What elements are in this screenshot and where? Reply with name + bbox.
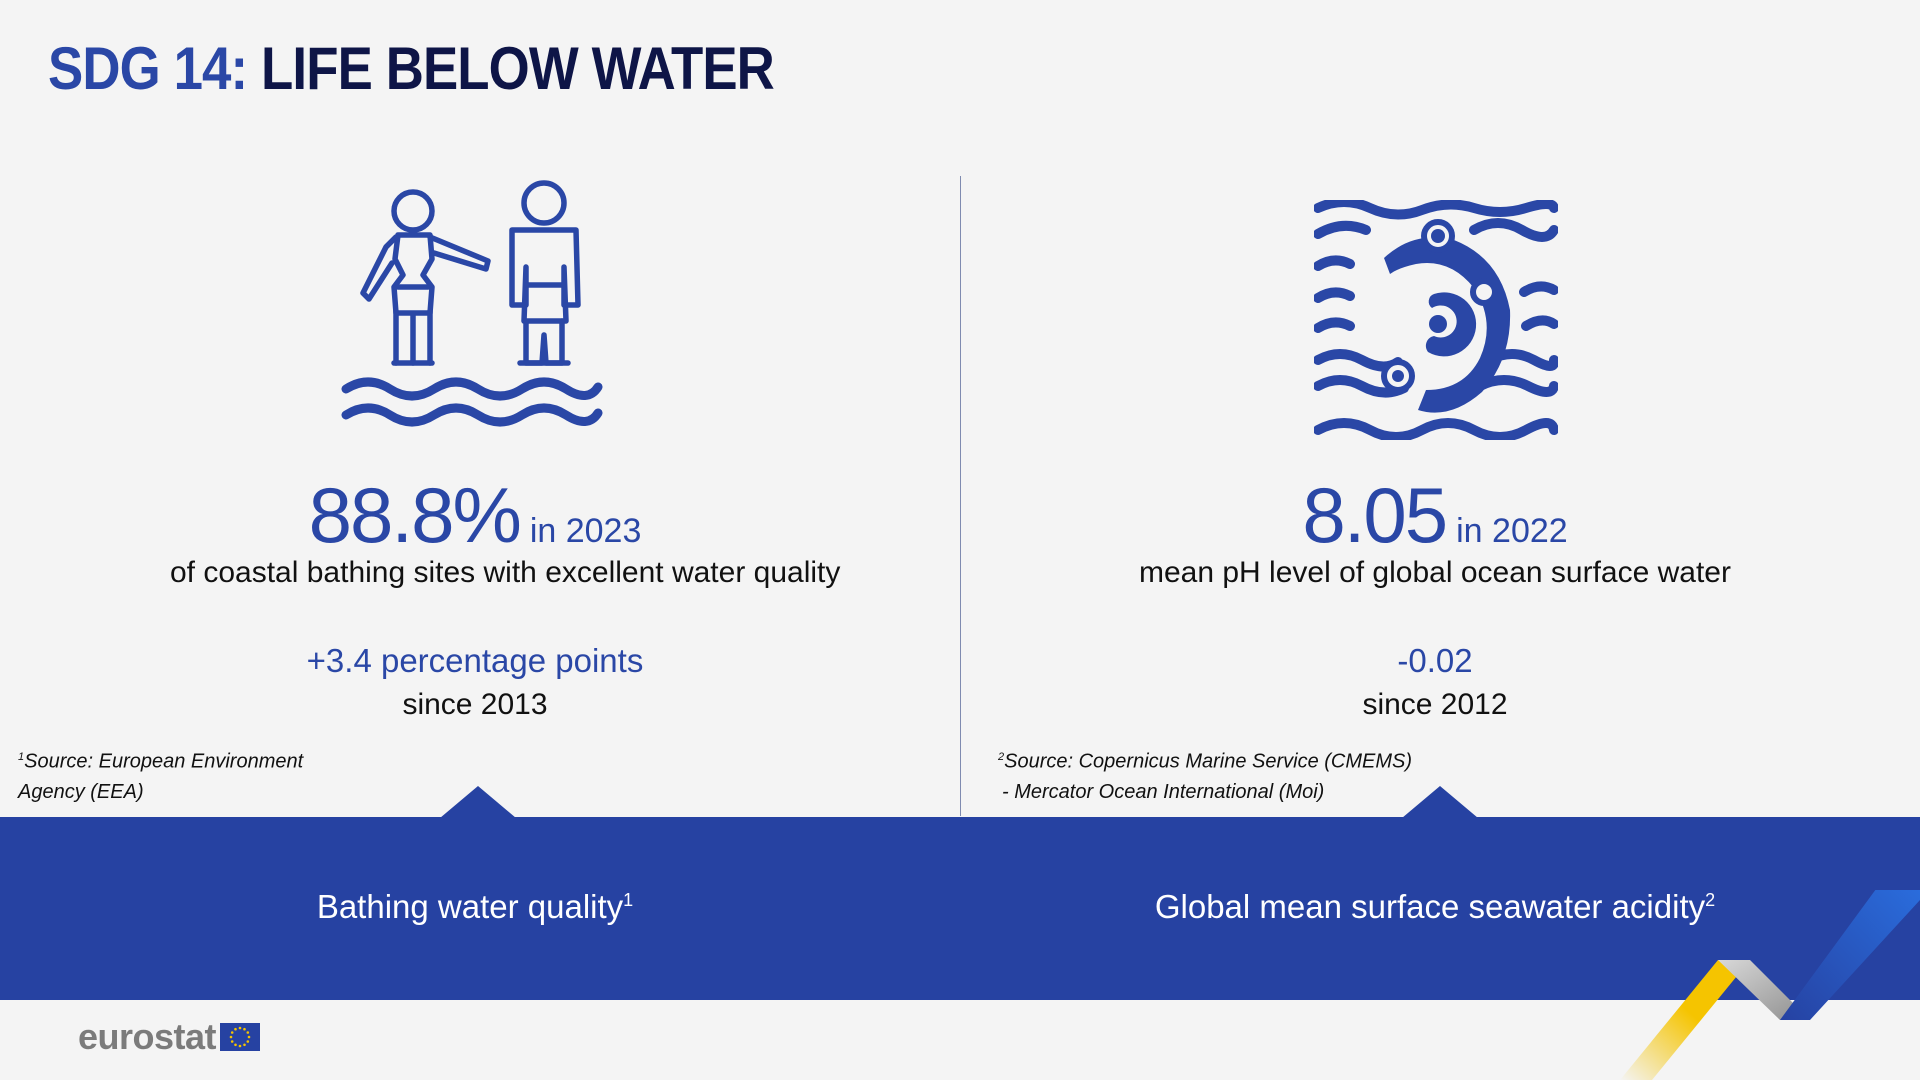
band-label-bathing: Bathing water quality1 [170, 888, 780, 926]
band-label-text: Bathing water quality [316, 888, 624, 925]
title-prefix: SDG 14: [48, 35, 248, 102]
source-line: Agency (EEA) [18, 780, 144, 803]
panel-pointer [440, 786, 516, 818]
footnote-mark: 2 [1705, 890, 1716, 910]
seawater-acidity-value: 8.05 in 2022 [1130, 476, 1740, 554]
source-line: Source: European Environment [24, 750, 304, 773]
source-note: 1Source: European Environment Agency (EE… [18, 742, 303, 807]
band-label-text: Global mean surface seawater acidity [1154, 888, 1706, 925]
change-since: since 2013 [402, 688, 548, 721]
decorative-chevron-graphic [1620, 890, 1920, 1080]
change-value: +3.4 percentage points [306, 642, 644, 679]
change-value: -0.02 [1397, 642, 1473, 679]
year-label: in 2022 [1456, 512, 1568, 550]
source-line: - Mercator Ocean International (Moi) [1002, 780, 1325, 803]
band-label-acidity: Global mean surface seawater acidity2 [1130, 888, 1740, 926]
bathing-water-value: 88.8% in 2023 [170, 476, 780, 554]
title-main: LIFE BELOW WATER [261, 35, 775, 102]
column-divider [960, 176, 961, 816]
logo-text: eurostat [78, 1016, 217, 1057]
eu-flag-icon [220, 1023, 261, 1051]
change-since: since 2012 [1362, 688, 1508, 721]
source-note: 2Source: Copernicus Marine Service (CMEM… [998, 742, 1412, 807]
footnote-mark: 1 [623, 890, 634, 910]
indicator-description: of coastal bathing sites with excellent … [170, 556, 841, 589]
big-value: 88.8% [308, 471, 522, 559]
panel-pointer [1402, 786, 1478, 818]
indicator-band: Bathing water quality1 Global mean surfa… [0, 817, 1920, 1000]
footnote-mark: 2 [998, 751, 1005, 763]
big-value: 8.05 [1302, 471, 1448, 559]
footnote-mark: 1 [18, 751, 25, 763]
year-label: in 2023 [529, 512, 642, 550]
eurostat-logo: eurostat [78, 1014, 261, 1060]
page-title: SDG 14: LIFE BELOW WATER [48, 34, 775, 103]
ocean-waves-icon [1314, 200, 1558, 440]
source-line: Source: Copernicus Marine Service (CMEMS… [1004, 750, 1413, 773]
indicator-description: mean pH level of global ocean surface wa… [1138, 556, 1731, 589]
swimmers-icon [340, 175, 604, 435]
